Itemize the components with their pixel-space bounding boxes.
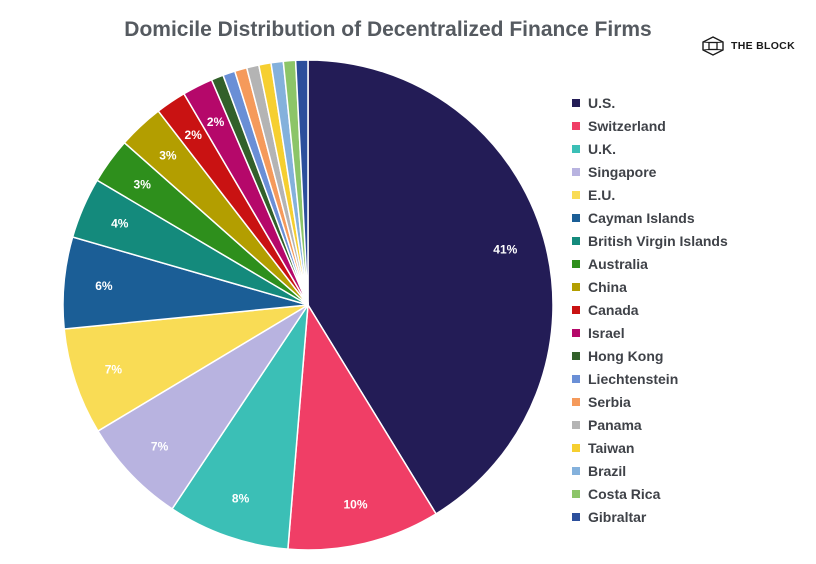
legend-swatch (572, 421, 580, 430)
legend-label: E.U. (588, 186, 616, 203)
legend-swatch (572, 190, 580, 199)
legend-swatch (572, 213, 580, 222)
slice-data-label: 4% (111, 217, 129, 231)
legend-label: U.K. (588, 140, 616, 157)
slice-data-label: 3% (134, 177, 152, 191)
pie-slice-u-k (171, 302, 309, 550)
legend-label: Gibraltar (588, 509, 647, 526)
legend-item: Switzerland (572, 114, 728, 137)
legend-swatch (572, 282, 580, 291)
legend-label: Cayman Islands (588, 209, 695, 226)
legend-label: British Virgin Islands (588, 232, 728, 249)
pie-slice-e-u (63, 304, 309, 433)
legend-label: Canada (588, 301, 639, 318)
legend-item: Canada (572, 298, 728, 321)
slice-data-label: 8% (232, 492, 250, 506)
slice-data-label: 3% (159, 148, 177, 162)
brand-logo: THE BLOCK (702, 36, 795, 56)
legend-swatch (572, 167, 580, 176)
legend-label: Taiwan (588, 440, 635, 457)
legend-item: British Virgin Islands (572, 229, 728, 252)
legend-label: Israel (588, 324, 625, 341)
legend-item: Taiwan (572, 437, 728, 460)
pie-slice-switzerland (287, 302, 438, 551)
slice-data-label: 7% (151, 440, 169, 454)
legend-item: Panama (572, 414, 728, 437)
brand-name: THE BLOCK (731, 40, 795, 52)
legend-swatch (572, 352, 580, 361)
legend-item: Singapore (572, 160, 728, 183)
legend-swatch (572, 375, 580, 384)
legend-swatch (572, 398, 580, 407)
legend-item: Hong Kong (572, 345, 728, 368)
legend-item: Cayman Islands (572, 206, 728, 229)
legend-swatch (572, 305, 580, 314)
pie-slice-gibraltar (294, 59, 309, 306)
slice-data-label: 2% (207, 115, 225, 129)
legend-label: Australia (588, 255, 648, 272)
legend-swatch (572, 328, 580, 337)
legend-swatch (572, 490, 580, 499)
legend-label: Costa Rica (588, 486, 661, 503)
legend-label: Panama (588, 417, 642, 434)
legend-label: U.S. (588, 94, 616, 111)
legend-label: Hong Kong (588, 348, 664, 365)
legend-swatch (572, 444, 580, 453)
legend-item: Israel (572, 321, 728, 344)
slice-data-label: 7% (105, 362, 123, 376)
legend-swatch (572, 144, 580, 153)
legend-swatch (572, 121, 580, 130)
legend-label: Brazil (588, 463, 627, 480)
legend-item: Brazil (572, 460, 728, 483)
legend-item: Serbia (572, 391, 728, 414)
legend-label: Serbia (588, 394, 631, 411)
legend-item: Costa Rica (572, 483, 728, 506)
legend-item: Gibraltar (572, 506, 728, 529)
pie-slice-singapore (96, 304, 309, 510)
slice-data-label: 10% (343, 497, 367, 511)
slice-data-label: 2% (185, 128, 203, 142)
legend-label: China (588, 278, 627, 295)
legend-label: Liechtenstein (588, 371, 679, 388)
slice-data-label: 41% (493, 242, 517, 256)
legend-swatch (572, 467, 580, 476)
legend-swatch (572, 236, 580, 245)
legend-label: Singapore (588, 163, 657, 180)
chart-legend: U.S. Switzerland U.K. Singapore E.U. Cayman I… (572, 91, 728, 529)
legend-item: Australia (572, 252, 728, 275)
slice-data-label: 6% (95, 279, 113, 293)
legend-swatch (572, 259, 580, 268)
chart-title: Domicile Distribution of Decentralized F… (124, 18, 652, 41)
legend-item: U.K. (572, 137, 728, 160)
the-block-cube-logo-icon (702, 36, 724, 56)
legend-item: U.S. (572, 91, 728, 114)
legend-item: Liechtenstein (572, 368, 728, 391)
legend-item: China (572, 275, 728, 298)
legend-item: E.U. (572, 183, 728, 206)
legend-swatch (572, 98, 580, 107)
legend-swatch (572, 513, 580, 522)
pie-slice-u-s (307, 59, 554, 515)
legend-label: Switzerland (588, 117, 666, 134)
